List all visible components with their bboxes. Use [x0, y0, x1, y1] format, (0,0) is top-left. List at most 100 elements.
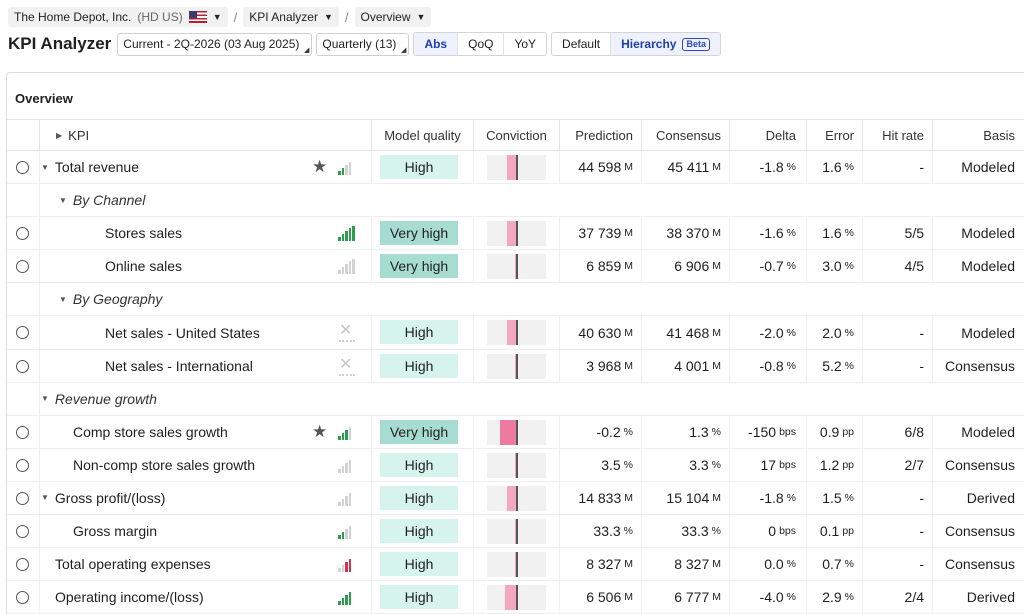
row-select-radio[interactable]: [16, 359, 29, 373]
conviction-center-line: [516, 353, 518, 379]
table-row[interactable]: Online sales Very high 6 859 M 6 906 M -0.7% 3.…: [7, 250, 1024, 284]
basis-value: Derived: [966, 589, 1015, 606]
conviction-gauge: [487, 254, 546, 280]
error-value-unit: %: [844, 227, 854, 240]
basis-cell: Modeled: [932, 151, 1024, 184]
expand-icon[interactable]: ▼: [59, 294, 67, 304]
table-row[interactable]: ▼ By Channel: [7, 184, 1024, 218]
conviction-gauge: [487, 155, 546, 180]
row-select-radio[interactable]: [16, 227, 29, 241]
signal-bar: [348, 426, 352, 440]
star-icon[interactable]: ★: [312, 157, 328, 176]
error-cell: [806, 481, 862, 515]
panel-title: Overview: [15, 91, 73, 106]
basis-cell: Consensus: [932, 349, 1024, 382]
prediction-value-unit: M: [624, 227, 633, 240]
kpi-label-wrap: ▼ Gross profit/(loss): [41, 482, 165, 514]
view-selector[interactable]: Overview ▼: [354, 7, 432, 27]
consensus-header[interactable]: Consensus: [641, 120, 729, 151]
prediction-value: 14 833 M: [559, 482, 641, 514]
row-select-radio[interactable]: [16, 458, 29, 472]
prediction-cell: [559, 349, 641, 382]
resize-corner-icon: ◢: [401, 46, 407, 54]
mode-abs-button[interactable]: Abs: [414, 33, 459, 55]
model-quality-cell: High: [371, 548, 473, 581]
error-cell: [806, 515, 862, 548]
prediction-value-unit: M: [624, 491, 633, 504]
app-selector[interactable]: KPI Analyzer ▼: [243, 7, 339, 27]
row-select-radio[interactable]: [16, 161, 29, 174]
hit-rate-cell: -: [862, 548, 932, 581]
consensus-value-unit: %: [711, 425, 721, 438]
signal-bar: [338, 270, 341, 275]
signal-bar: [345, 264, 348, 275]
conviction-cell: [473, 515, 559, 548]
prediction-value-unit: M: [624, 591, 633, 604]
error-value-unit: %: [844, 161, 854, 174]
table-row[interactable]: ▼ Gross profit/(loss) High 14 833 M 15 104 M -1…: [7, 481, 1024, 516]
table-row[interactable]: ▼ By Geography: [7, 283, 1024, 317]
delta-value-number: 0.0: [764, 556, 784, 573]
expand-icon[interactable]: ▼: [41, 162, 49, 172]
error-cell: [806, 415, 862, 448]
hit-rate-cell: 6/8: [862, 415, 932, 448]
signal-bar: [348, 162, 352, 175]
prediction-value: 37 739 M: [559, 217, 641, 249]
error-value-number: 2.0: [822, 324, 842, 341]
error-header[interactable]: Error: [806, 120, 862, 151]
kpi-label-wrap: Net sales - United States: [105, 316, 260, 348]
kpi-header[interactable]: ▶ KPI: [39, 120, 371, 151]
delta-header[interactable]: Delta: [729, 120, 806, 151]
table-row[interactable]: Comp store sales growth ★ Very high -0.2% 1.…: [7, 415, 1024, 449]
star-icon[interactable]: ★: [312, 421, 328, 441]
model-quality-badge: High: [380, 353, 458, 378]
expand-icon[interactable]: ▼: [41, 394, 49, 404]
consensus-value: 33.3%: [641, 515, 729, 547]
mode-qoq-button[interactable]: QoQ: [458, 33, 505, 55]
prediction-header[interactable]: Prediction: [559, 120, 641, 151]
kpi-label-wrap: Gross margin: [73, 515, 157, 547]
toolbar: KPI Analyzer Current - 2Q-2026 (03 Aug 2…: [8, 32, 721, 56]
table-row[interactable]: Operating income/(loss) High 6 506 M 6 777 M -…: [7, 581, 1024, 614]
company-selector[interactable]: The Home Depot, Inc. (HD US) ▼: [8, 7, 228, 27]
model-quality-badge: High: [380, 519, 458, 544]
table-row[interactable]: Non-comp store sales growth High 3.5% 3.3% 1…: [7, 448, 1024, 482]
hit-rate-value: 2/4: [904, 589, 924, 606]
hit-rate-value: -: [919, 556, 924, 573]
model-quality-header[interactable]: Model quality: [371, 120, 473, 151]
prediction-value: 3 968 M: [559, 350, 641, 382]
mode-yoy-button[interactable]: YoY: [514, 37, 537, 51]
layout-hierarchy-button[interactable]: Hierarchy Beta: [611, 33, 720, 55]
period-select[interactable]: Current - 2Q-2026 (03 Aug 2025) ◢: [117, 32, 313, 56]
expand-icon[interactable]: ▼: [41, 493, 49, 503]
table-row[interactable]: Total operating expenses High 8 327 M 8 327 M…: [7, 548, 1024, 582]
delta-value: -0.8%: [729, 350, 806, 382]
signal-bar: [348, 592, 352, 606]
signal-bar: [338, 535, 341, 540]
table-row[interactable]: Stores sales Very high 37 739 M 38 370 M -1.6%…: [7, 217, 1024, 251]
expand-icon[interactable]: ▼: [59, 195, 67, 205]
signal-bar: [348, 559, 352, 573]
conviction-header[interactable]: Conviction: [473, 120, 559, 151]
hit-rate-header[interactable]: Hit rate: [862, 120, 932, 151]
table-row[interactable]: ▼ Total revenue ★ High 44 598 M 45 411 M -1.8% 1.…: [7, 151, 1024, 185]
row-select-radio[interactable]: [16, 491, 29, 505]
row-select-radio[interactable]: [16, 591, 29, 605]
delta-cell: [729, 415, 806, 448]
kpi-name: Gross margin: [73, 523, 158, 540]
prediction-value: 8 327 M: [559, 548, 641, 580]
table-row[interactable]: Net sales - United States ✕ High 40 630 M 41 …: [7, 316, 1024, 350]
layout-default-button[interactable]: Default: [552, 33, 612, 55]
row-select-radio[interactable]: [16, 260, 29, 274]
row-select-radio[interactable]: [16, 558, 29, 572]
error-value-unit: %: [844, 326, 854, 339]
table-row[interactable]: Gross margin High 33.3% 33.3% 0 bps 0.1 pp - Cons…: [7, 515, 1024, 549]
basis-header[interactable]: Basis: [932, 120, 1024, 151]
table-row[interactable]: ▼ Revenue growth: [7, 382, 1024, 416]
row-select-radio[interactable]: [16, 525, 29, 539]
table-row[interactable]: Net sales - International ✕ High 3 968 M 4 00…: [7, 349, 1024, 383]
frequency-select[interactable]: Quarterly (13) ◢: [316, 32, 410, 56]
row-select-radio[interactable]: [16, 326, 29, 340]
row-select-radio[interactable]: [16, 425, 29, 439]
prediction-value-number: 44 598: [578, 159, 622, 176]
